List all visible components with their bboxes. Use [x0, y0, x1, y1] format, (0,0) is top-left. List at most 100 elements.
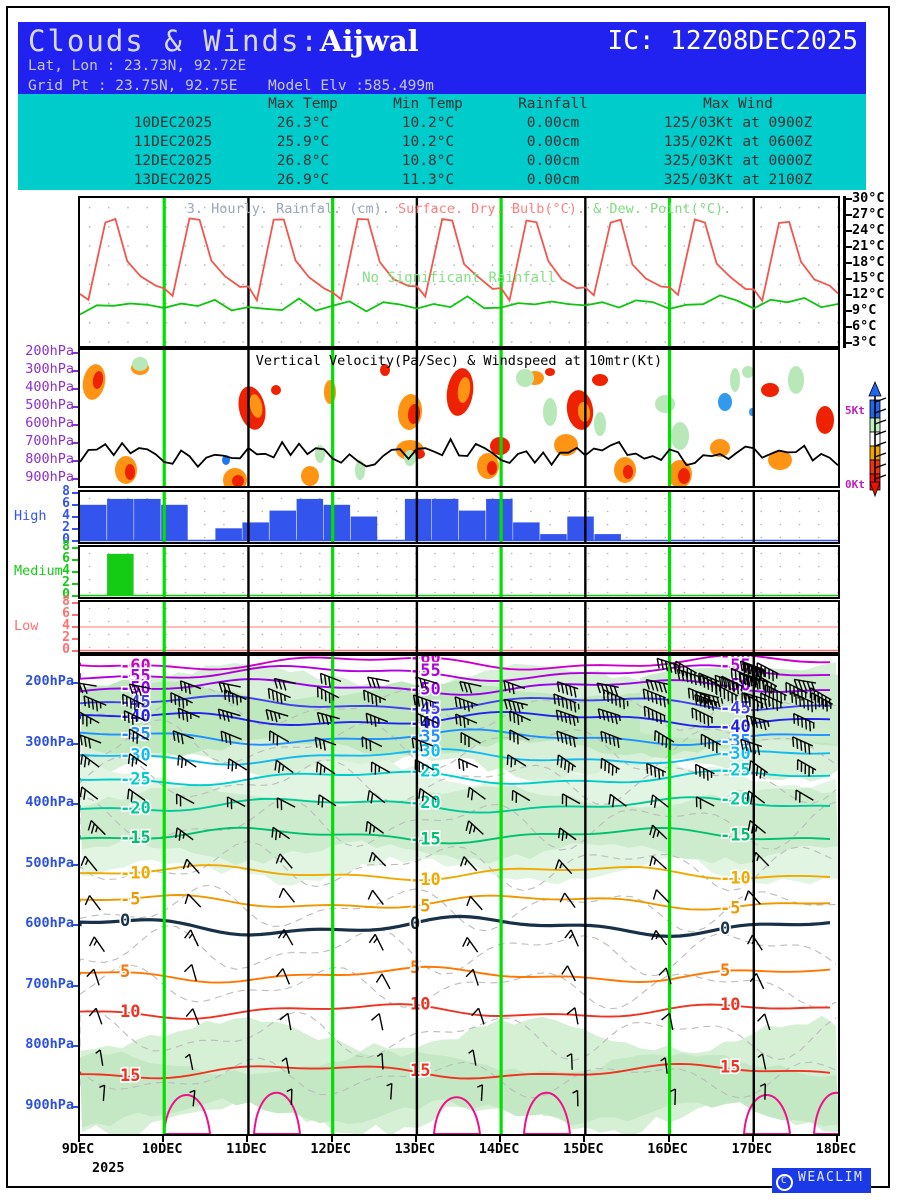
temperature-tick-label: 24°C [852, 222, 885, 238]
cell-min-temp: 10.8°C [401, 153, 455, 169]
upper-pressure-tick-label: 900hPa [25, 1097, 74, 1113]
pressure-tick [72, 388, 78, 390]
page-title: Clouds & Winds:Aijwal [28, 24, 419, 58]
isotherm-label: 10 [120, 1002, 140, 1022]
temperature-tick [846, 326, 852, 328]
temperature-tick-label: 21°C [852, 238, 885, 254]
x-axis-tick [414, 1136, 417, 1142]
temperature-tick [846, 310, 852, 312]
upper-pressure-tick [72, 924, 78, 927]
temperature-tick [846, 198, 852, 200]
cloud-scale-tick-label: 4 [62, 563, 70, 578]
isotherm-label: -5 [410, 897, 430, 917]
cloud-scale-tick [72, 528, 78, 530]
isotherm-label: 10 [720, 995, 740, 1015]
cell-max-wind: 325/03Kt at 0000Z [663, 153, 813, 169]
upper-air-plot: -60-60-60-55-55-55-50-50-50-45-45-45-40-… [80, 656, 838, 1134]
cell-min-temp: 10.2°C [401, 115, 455, 131]
isotherm-label: -15 [410, 829, 441, 849]
x-axis-tick-label: 18DEC [815, 1141, 857, 1157]
high-cloud-panel [78, 490, 840, 544]
table-row: 13DEC2025 26.9°C 11.3°C 0.00cm 325/03Kt … [18, 172, 866, 190]
cloud-scale-tick [72, 638, 78, 640]
cloud-layer-label: High [14, 508, 47, 524]
temperature-tick-label: 9°C [852, 302, 877, 318]
cell-rainfall: 0.00cm [526, 172, 580, 188]
temperature-tick [846, 214, 852, 216]
cloud-scale-tick-label: 4 [62, 618, 70, 633]
upper-pressure-tick [72, 863, 78, 866]
cloud-scale-tick-label: 0 [62, 642, 70, 657]
temperature-tick [846, 246, 852, 248]
cloud-scale-tick-label: 6 [62, 496, 70, 511]
cell-date: 12DEC2025 [133, 153, 213, 169]
pressure-tick [72, 478, 78, 480]
upper-pressure-tick [72, 984, 78, 987]
cloud-scale-tick-label: 8 [62, 484, 70, 499]
cloud-scale-tick [72, 650, 78, 652]
cell-max-temp: 26.3°C [276, 115, 330, 131]
cloud-scale-tick-label: 0 [62, 532, 70, 547]
cloud-scale-tick [72, 492, 78, 494]
upper-pressure-tick [72, 742, 78, 745]
upper-pressure-tick [72, 682, 78, 684]
x-axis-tick-label: 9DEC [61, 1141, 95, 1157]
upper-pressure-tick-label: 500hPa [25, 854, 74, 871]
pressure-tick-label: 300hPa [25, 361, 74, 377]
low-cloud-panel [78, 600, 840, 654]
medium-cloud-bars [80, 547, 838, 597]
x-axis-tick [751, 1136, 754, 1142]
x-axis-tick-label: 16DEC [647, 1141, 688, 1157]
pressure-tick [72, 352, 78, 354]
x-axis-tick-label: 10DEC [141, 1141, 183, 1157]
high-cloud-bars [80, 492, 838, 542]
isotherm-label: -15 [120, 828, 151, 848]
header-bar: Clouds & Winds:Aijwal IC: 12Z08DEC2025 L… [18, 22, 866, 94]
cell-min-temp: 11.3°C [401, 172, 455, 188]
upper-pressure-tick-label: 700hPa [25, 975, 74, 992]
cloud-scale-tick-label: 8 [62, 594, 70, 609]
pressure-tick-label: 900hPa [25, 469, 74, 485]
cloud-scale-tick-label: 2 [62, 630, 70, 645]
isotherm-label: -45 [720, 699, 751, 719]
x-axis-tick [246, 1136, 249, 1142]
vertical-velocity-plot [80, 350, 838, 486]
table-row: 10DEC2025 26.3°C 10.2°C 0.00cm 125/03Kt … [18, 115, 866, 135]
isotherm-label: -30 [410, 741, 441, 761]
cloud-layer-label: Low [14, 618, 39, 634]
cloud-scale-tick [72, 540, 78, 542]
column-header-max-temp: Max Temp [268, 96, 338, 112]
isotherm-label: -55 [120, 666, 151, 686]
daily-summary-table: Max Temp Min Temp Rainfall Max Wind 10DE… [18, 94, 866, 190]
cloud-scale-tick-label: 8 [62, 539, 70, 554]
cloud-scale-tick [72, 595, 78, 597]
cell-max-temp: 25.9°C [276, 134, 330, 150]
dot-grid [80, 547, 838, 597]
temperature-tick-label: 3°C [852, 334, 877, 350]
isotherm-label: -60 [120, 656, 151, 676]
cell-max-wind: 135/02Kt at 0600Z [663, 134, 813, 150]
x-axis-tick [162, 1136, 165, 1142]
isotherm-label: -25 [720, 761, 751, 781]
isotherm-label: -20 [120, 798, 151, 818]
temperature-tick [846, 262, 852, 264]
isotherm-label: 10 [410, 995, 430, 1015]
upper-pressure-tick [72, 803, 78, 806]
isotherm-label: -55 [410, 661, 441, 681]
cloud-scale-tick-label: 6 [62, 551, 70, 566]
x-axis-tick-label: 14DEC [478, 1141, 520, 1157]
cloud-scale-tick [72, 516, 78, 518]
temperature-plot [80, 198, 838, 346]
cloud-scale-tick-label: 4 [62, 508, 70, 523]
isotherm-label: 0 [720, 919, 730, 939]
cloud-scale-tick [72, 571, 78, 573]
vertical-velocity-panel: Vertical Velocity(Pa/Sec) & Windspeed at… [78, 348, 840, 488]
upper-pressure-tick-label: 200hPa [25, 673, 74, 689]
cloud-scale-tick [72, 583, 78, 585]
pressure-tick [72, 442, 78, 444]
cell-date: 11DEC2025 [133, 134, 213, 150]
table-header-row: Max Temp Min Temp Rainfall Max Wind [18, 96, 866, 116]
isotherm-label: -40 [720, 717, 751, 737]
pressure-tick-label: 500hPa [25, 397, 74, 413]
